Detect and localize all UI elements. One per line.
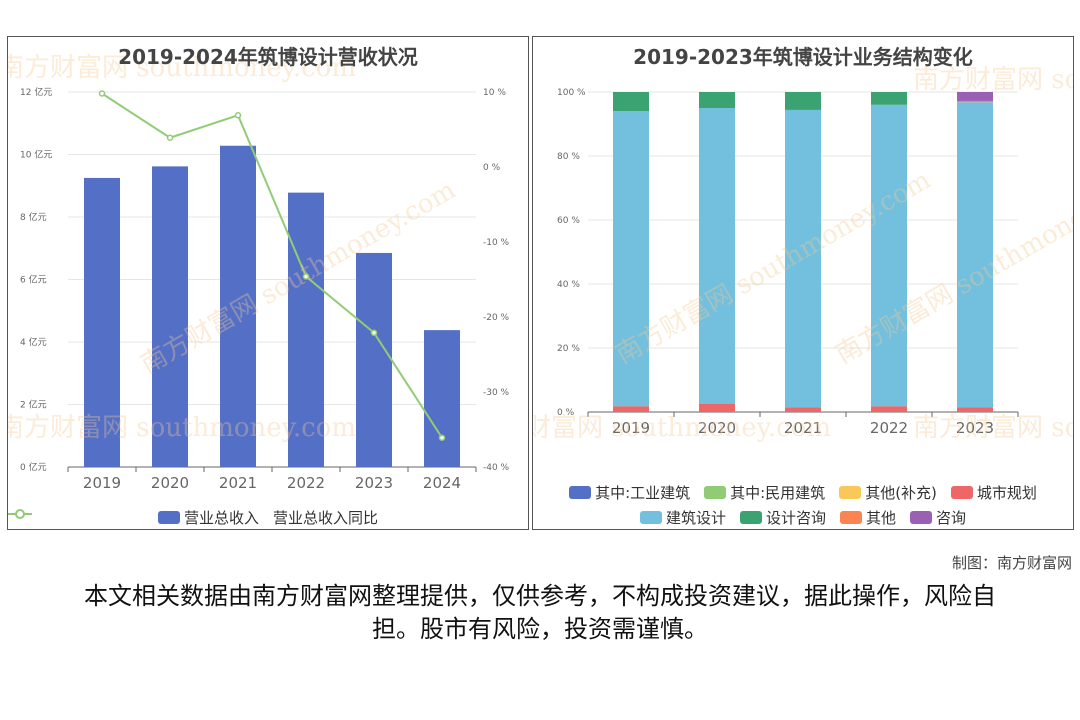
- x-tick-label: 2019: [83, 474, 121, 492]
- yoy-point: [166, 134, 174, 141]
- legend-swatch: [839, 486, 862, 499]
- y-tick-label-left: 0 亿元: [20, 461, 47, 473]
- stacked-bar-segment: [613, 406, 649, 412]
- chart-title: 2019-2024年筑博设计营收状况: [118, 45, 418, 69]
- revenue-bar: [356, 252, 392, 467]
- revenue-bar: [152, 166, 188, 467]
- y-tick-label-right: 0 %: [483, 163, 501, 173]
- legend-item-other-supplement[interactable]: 其他(补充): [839, 482, 937, 503]
- x-tick-label: 2022: [870, 419, 908, 437]
- legend-item-urban-planning[interactable]: 城市规划: [950, 482, 1037, 503]
- business-structure-panel: 南方财富网 southmoney.com 南方财富网 southmoney.co…: [532, 36, 1074, 530]
- legend-swatch: [704, 486, 727, 499]
- structure-chart-svg: 0 % 20 % 40 % 60 % 80 % 100 % 2019 2020 2021 2022…: [557, 88, 1019, 437]
- yoy-line: [101, 92, 443, 439]
- x-tick-label: 2021: [219, 474, 257, 492]
- legend-label: 设计咨询: [765, 509, 826, 527]
- chart-credit: 制图：南方财富网: [951, 554, 1072, 572]
- legend-item-civil[interactable]: 其中:民用建筑: [704, 482, 825, 503]
- x-tick-label: 2024: [423, 474, 461, 492]
- legend-line-swatch: [8, 509, 32, 519]
- legend-item-consulting[interactable]: 咨询: [910, 507, 966, 528]
- y-tick-label-right: 10 %: [483, 88, 506, 98]
- legend-item-revenue[interactable]: 营业总收入: [157, 507, 259, 528]
- legend-swatch: [639, 511, 662, 524]
- stacked-bar-segment: [871, 104, 907, 407]
- y-tick-label: 80 %: [557, 152, 580, 162]
- y-tick-label: 40 %: [557, 280, 580, 290]
- stacked-bar-segment: [785, 92, 821, 110]
- revenue-bar: [424, 330, 460, 467]
- y-tick-label-right: -20 %: [483, 313, 510, 323]
- chart-legend: 营业总收入 营业总收入同比: [8, 507, 528, 528]
- y-tick-label: 100 %: [557, 88, 586, 98]
- x-tick-label: 2019: [612, 419, 650, 437]
- stacked-bar-segment: [699, 92, 735, 108]
- stacked-bar-segment: [957, 92, 993, 101]
- legend-label: 其中:工业建筑: [595, 484, 691, 502]
- chart-title: 2019-2023年筑博设计业务结构变化: [633, 45, 973, 69]
- y-tick-label-left: 8 亿元: [20, 211, 47, 223]
- y-tick-label-right: -40 %: [483, 463, 510, 473]
- stacked-bar-segment: [957, 102, 993, 408]
- revenue-chart-panel: 南方财富网 southmoney.com 南方财富网 southmoney.co…: [7, 36, 529, 530]
- legend-label: 其他: [866, 509, 897, 527]
- x-tick-label: 2023: [956, 419, 994, 437]
- legend-swatch: [910, 511, 933, 524]
- legend-label: 营业总收入同比: [273, 509, 379, 527]
- chart-legend: 其中:工业建筑 其中:民用建筑 其他(补充) 城市规划 建筑设计 设计咨询 其他…: [533, 482, 1073, 528]
- legend-label: 咨询: [936, 509, 967, 527]
- legend-item-industrial[interactable]: 其中:工业建筑: [569, 482, 690, 503]
- legend-label: 其他(补充): [865, 484, 937, 502]
- y-tick-label-left: 6 亿元: [20, 274, 47, 286]
- legend-label: 营业总收入: [183, 509, 259, 527]
- revenue-chart-svg: 0 亿元 2 亿元 4 亿元 6 亿元 8 亿元 10 亿元 12 亿元 10 % 0 % -10…: [20, 86, 510, 492]
- stacked-bar-segment: [613, 111, 649, 407]
- y-tick-label-right: -10 %: [483, 238, 510, 248]
- revenue-bar: [288, 192, 324, 467]
- legend-label: 建筑设计: [665, 509, 726, 527]
- revenue-bar: [84, 177, 120, 467]
- stacked-bar-segment: [957, 407, 993, 412]
- stacked-bar-segment: [613, 92, 649, 112]
- yoy-point: [234, 112, 242, 119]
- legend-label: 其中:民用建筑: [730, 484, 826, 502]
- stacked-bar-segment: [785, 109, 821, 408]
- y-tick-label-right: -30 %: [483, 388, 510, 398]
- legend-item-design-consulting[interactable]: 设计咨询: [739, 507, 826, 528]
- yoy-point: [438, 434, 446, 441]
- stacked-bar-segment: [785, 407, 821, 412]
- y-tick-label-left: 4 亿元: [20, 336, 47, 348]
- y-tick-label: 0 %: [557, 408, 575, 418]
- y-tick-label: 60 %: [557, 216, 580, 226]
- x-tick-label: 2022: [287, 474, 325, 492]
- legend-swatch: [840, 511, 862, 524]
- legend-swatch: [950, 486, 973, 499]
- yoy-point: [302, 273, 310, 280]
- x-tick-label: 2023: [355, 474, 393, 492]
- stacked-bar-segment: [699, 108, 735, 404]
- x-tick-label: 2021: [784, 419, 822, 437]
- legend-swatch: [739, 511, 762, 524]
- x-tick-label: 2020: [698, 419, 736, 437]
- revenue-bar: [220, 145, 256, 467]
- legend-item-architectural-design[interactable]: 建筑设计: [639, 507, 726, 528]
- disclaimer-text: 本文相关数据由南方财富网整理提供，仅供参考，不构成投资建议，据此操作，风险自担。…: [84, 582, 996, 643]
- yoy-point: [98, 90, 106, 97]
- legend-swatch: [157, 511, 180, 524]
- stacked-bar-segment: [871, 406, 907, 412]
- stacked-bar-segment: [699, 404, 735, 412]
- legend-swatch: [569, 486, 592, 499]
- stacked-bar-segment: [871, 92, 907, 105]
- y-tick-label: 20 %: [557, 344, 580, 354]
- yoy-point: [370, 329, 378, 336]
- legend-label: 城市规划: [976, 484, 1037, 502]
- x-tick-label: 2020: [151, 474, 189, 492]
- y-tick-label-left: 12 亿元: [20, 86, 52, 98]
- legend-item-revenue-yoy[interactable]: 营业总收入同比: [8, 507, 379, 528]
- y-tick-label-left: 2 亿元: [20, 399, 47, 411]
- y-tick-label-left: 10 亿元: [20, 149, 52, 161]
- stacked-bar-segment: [957, 100, 993, 103]
- legend-item-other[interactable]: 其他: [840, 507, 896, 528]
